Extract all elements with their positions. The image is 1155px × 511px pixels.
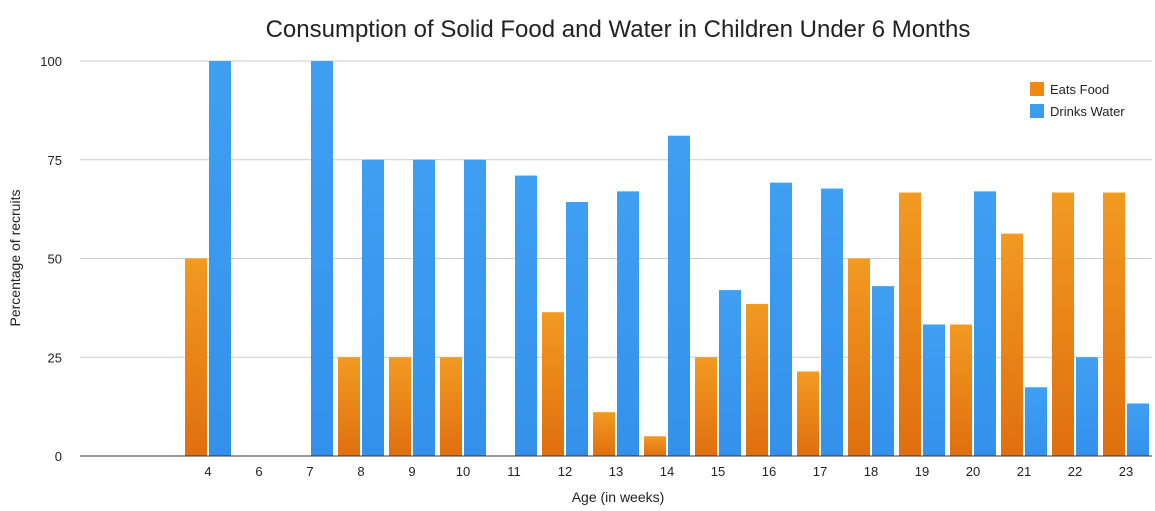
bar-eats-food — [185, 258, 207, 456]
x-tick-label: 18 — [864, 464, 878, 479]
x-tick-label: 11 — [507, 464, 521, 479]
bar-drinks-water — [464, 159, 486, 456]
x-tick-label: 4 — [204, 464, 211, 479]
bar-drinks-water — [923, 324, 945, 456]
x-tick-label: 7 — [306, 464, 313, 479]
x-axis-ticks: 4 6 7 8 9 10 11 12 13 14 15 16 17 18 19 20 21 22 23 — [204, 464, 1133, 479]
x-tick-label: 12 — [558, 464, 572, 479]
bar-eats-food — [1052, 192, 1074, 456]
x-tick-label: 10 — [456, 464, 470, 479]
bar-eats-food — [1001, 233, 1023, 456]
x-tick-label: 6 — [255, 464, 262, 479]
bar-drinks-water — [872, 286, 894, 456]
bar-drinks-water — [668, 135, 690, 456]
x-tick-label: 20 — [966, 464, 980, 479]
bar-eats-food — [950, 324, 972, 456]
bar-drinks-water — [1076, 357, 1098, 456]
gridlines — [80, 60, 1152, 358]
bar-eats-food — [797, 371, 819, 456]
bar-drinks-water — [209, 61, 231, 456]
x-axis-title: Age (in weeks) — [572, 489, 665, 505]
y-tick-label: 25 — [48, 350, 62, 365]
bar-eats-food — [440, 357, 462, 456]
bar-drinks-water — [719, 290, 741, 456]
legend: Eats Food Drinks Water — [1030, 82, 1125, 119]
y-tick-label: 0 — [55, 449, 62, 464]
y-tick-label: 75 — [48, 153, 62, 168]
chart-title: Consumption of Solid Food and Water in C… — [266, 16, 971, 43]
bar-drinks-water — [413, 159, 435, 456]
bar-drinks-water — [1127, 403, 1149, 456]
bar-drinks-water — [770, 182, 792, 456]
bar-eats-food — [1103, 192, 1125, 456]
x-tick-label: 16 — [762, 464, 776, 479]
bar-eats-food — [695, 357, 717, 456]
bar-eats-food — [899, 192, 921, 456]
bar-drinks-water — [617, 191, 639, 456]
bar-drinks-water — [515, 175, 537, 457]
bar-eats-food — [338, 357, 360, 456]
legend-swatch — [1030, 104, 1044, 118]
legend-label: Drinks Water — [1050, 104, 1125, 119]
bar-drinks-water — [362, 159, 384, 456]
y-tick-label: 100 — [40, 54, 62, 69]
x-tick-label: 8 — [357, 464, 364, 479]
bar-drinks-water — [821, 188, 843, 456]
bars — [185, 61, 1149, 457]
y-tick-label: 50 — [48, 252, 62, 267]
x-tick-label: 9 — [408, 464, 415, 479]
x-tick-label: 14 — [660, 464, 674, 479]
bar-drinks-water — [1025, 387, 1047, 456]
legend-label: Eats Food — [1050, 82, 1109, 97]
legend-swatch — [1030, 82, 1044, 96]
bar-eats-food — [389, 357, 411, 456]
bar-eats-food — [542, 312, 564, 456]
y-axis-title: Percentage of recruits — [7, 190, 23, 327]
x-tick-label: 22 — [1068, 464, 1082, 479]
bar-eats-food — [848, 258, 870, 456]
x-tick-label: 23 — [1119, 464, 1133, 479]
x-tick-label: 17 — [813, 464, 827, 479]
bar-drinks-water — [974, 191, 996, 456]
x-tick-label: 13 — [609, 464, 623, 479]
x-tick-label: 21 — [1017, 464, 1031, 479]
bar-eats-food — [593, 412, 615, 456]
bar-eats-food — [746, 303, 768, 456]
bar-drinks-water — [566, 202, 588, 456]
bar-eats-food — [644, 436, 666, 456]
y-axis-ticks: 0 25 50 75 100 — [40, 54, 62, 464]
x-tick-label: 15 — [711, 464, 725, 479]
x-tick-label: 19 — [915, 464, 929, 479]
bar-drinks-water — [311, 61, 333, 456]
